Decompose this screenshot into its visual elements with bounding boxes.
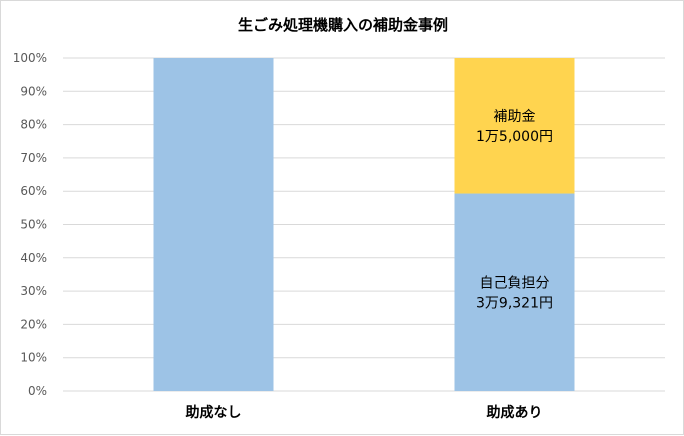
data-label: 1万5,000円 [476,129,553,145]
y-tick-label: 50% [20,218,47,232]
x-category-label: 助成あり [487,404,543,421]
bar-segment [454,58,575,194]
y-tick-label: 20% [20,317,47,331]
y-tick-label: 80% [20,118,47,132]
chart-title: 生ごみ処理機購入の補助金事例 [237,16,448,34]
y-tick-label: 90% [20,84,47,98]
y-tick-label: 30% [20,284,47,298]
y-tick-label: 60% [20,184,47,198]
data-label: 自己負担分 [480,275,550,291]
data-label: 補助金 [494,109,536,125]
y-tick-label: 70% [20,151,47,165]
y-tick-label: 40% [20,251,47,265]
x-category-label: 助成なし [186,404,242,421]
bar-segment [454,193,575,391]
y-tick-label: 10% [20,351,47,365]
y-tick-label: 0% [28,384,47,398]
data-label: 3万9,321円 [476,295,553,311]
y-tick-label: 100% [13,51,47,65]
bar-segment [153,58,274,391]
